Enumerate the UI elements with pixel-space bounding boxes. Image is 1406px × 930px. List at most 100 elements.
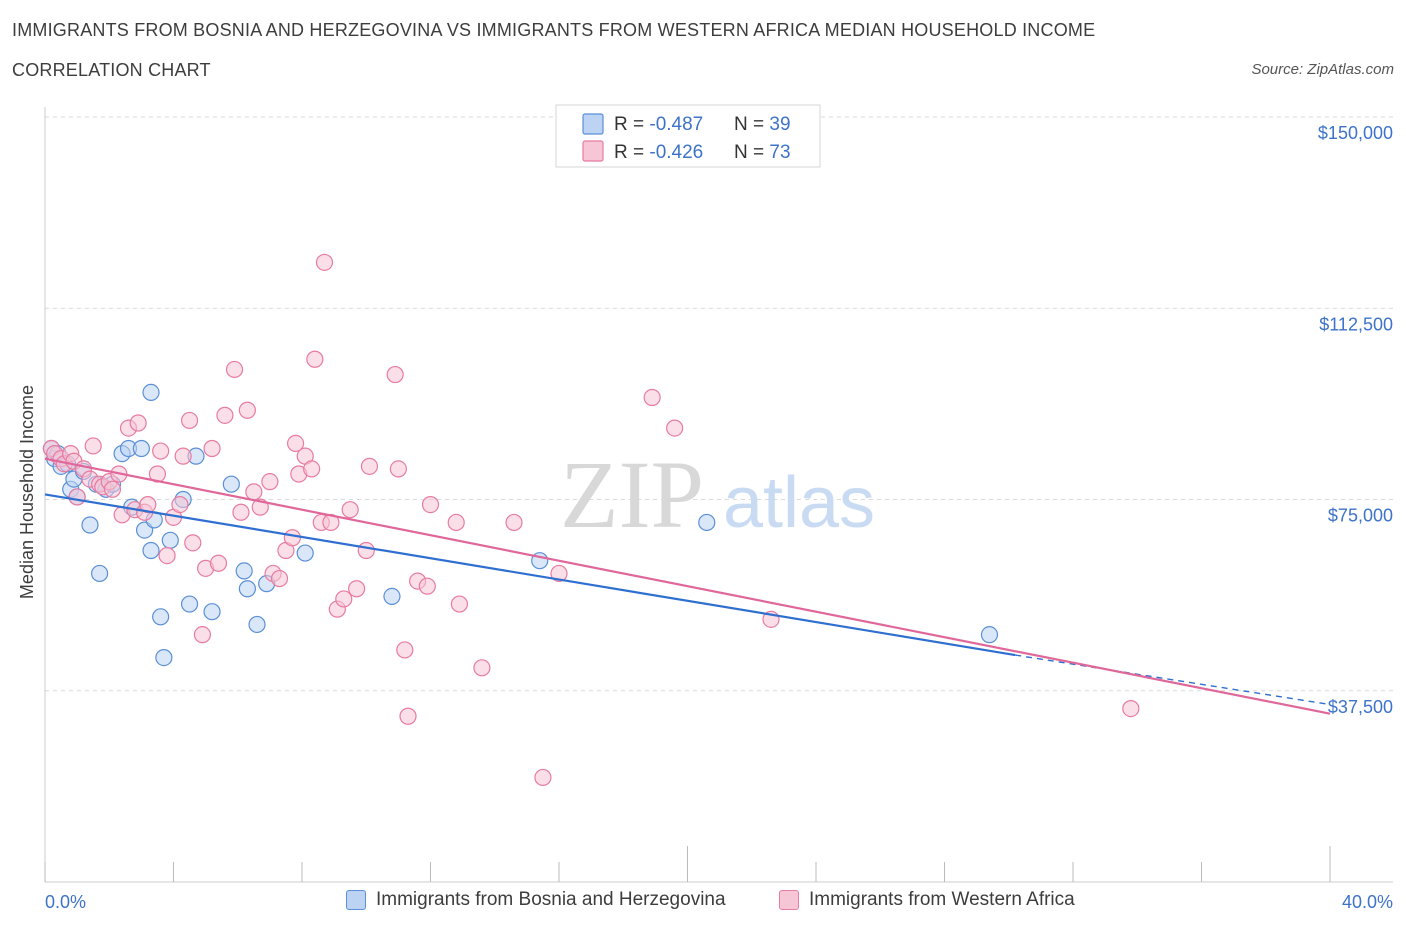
stats-n-label-blue: N =: [734, 114, 769, 135]
point-pink-26: [174, 447, 192, 465]
svg-text:R = -0.487: R = -0.487: [614, 114, 703, 135]
point-pink-29: [193, 626, 212, 644]
svg-text:N = 39: N = 39: [734, 114, 791, 135]
y-tick-label-1: $75,000: [1328, 506, 1393, 526]
trendline-pink: [44, 457, 1331, 715]
point-pink-13: [103, 480, 122, 498]
point-pink-65: [447, 513, 465, 532]
point-pink-6: [68, 488, 86, 506]
watermark-zip: ZIP: [560, 441, 704, 548]
point-pink-68: [505, 513, 523, 532]
point-pink-72: [666, 419, 684, 437]
points-layer: [42, 253, 1140, 787]
point-pink-44: [286, 434, 305, 452]
point-pink-71: [643, 388, 661, 407]
point-blue-28: [222, 475, 240, 493]
point-blue-27: [203, 603, 221, 621]
point-pink-74: [1122, 699, 1140, 718]
point-pink-69: [534, 768, 552, 787]
point-blue-31: [248, 615, 266, 634]
svg-text:R = -0.426: R = -0.426: [614, 142, 703, 163]
series-pink: [42, 253, 1140, 787]
source-label: Source: ZipAtlas.com: [1251, 61, 1394, 78]
point-blue-17: [132, 439, 150, 458]
point-blue-23: [161, 531, 179, 549]
point-pink-60: [396, 641, 414, 659]
legend-item-western-africa: Immigrants from Western Africa: [779, 889, 1075, 911]
point-pink-34: [225, 360, 244, 379]
point-pink-9: [84, 437, 102, 455]
bottom-legend: Immigrants from Bosnia and Herzegovina I…: [0, 889, 1406, 915]
point-pink-36: [238, 401, 256, 419]
stats-n-value-pink: 73: [769, 142, 790, 163]
point-pink-67: [473, 659, 491, 677]
point-blue-38: [142, 541, 160, 560]
legend-swatch-western-africa: [779, 890, 799, 910]
point-pink-55: [348, 580, 366, 598]
point-pink-28: [184, 534, 202, 552]
point-pink-64: [421, 496, 440, 514]
legend-item-bosnia: Immigrants from Bosnia and Herzegovina: [346, 889, 726, 911]
point-blue-19: [142, 383, 160, 401]
point-pink-18: [129, 414, 147, 432]
x-tick-label-min: 0.0%: [45, 892, 86, 912]
stats-r-label-pink: R =: [614, 142, 649, 163]
chart-subtitle: CORRELATION CHART: [12, 60, 211, 80]
point-pink-66: [450, 595, 469, 613]
point-pink-23: [158, 546, 176, 565]
point-pink-31: [203, 439, 221, 458]
point-blue-22: [155, 648, 173, 667]
point-pink-35: [232, 503, 250, 521]
point-blue-34: [383, 587, 401, 606]
point-blue-9: [81, 516, 99, 534]
x-tick-label-max: 40.0%: [1342, 892, 1393, 912]
stats-r-label-blue: R =: [614, 114, 649, 135]
point-pink-43: [283, 529, 301, 547]
point-pink-39: [261, 473, 279, 491]
y-axis-title: Median Household Income: [17, 385, 37, 599]
point-blue-29: [235, 562, 253, 580]
stats-legend: R = -0.487 N = 39 R = -0.426 N = 73: [555, 104, 821, 168]
point-pink-58: [386, 365, 404, 384]
y-tick-label-3: $150,000: [1318, 123, 1393, 143]
watermark-atlas: atlas: [723, 463, 875, 543]
point-pink-25: [171, 496, 189, 514]
trend-layer: [44, 457, 1331, 715]
y-tick-label-2: $112,500: [1319, 314, 1393, 334]
point-pink-61: [399, 707, 417, 725]
stats-swatch-pink: [582, 140, 604, 162]
legend-swatch-bosnia: [346, 890, 366, 910]
trendline-blue-extension: [1015, 654, 1331, 706]
point-pink-22: [152, 442, 170, 460]
point-pink-41: [270, 569, 289, 588]
point-blue-33: [296, 544, 314, 562]
legend-label-western-africa: Immigrants from Western Africa: [809, 889, 1075, 910]
point-pink-37: [245, 483, 263, 501]
point-pink-54: [341, 501, 359, 519]
stats-r-value-pink: -0.426: [649, 142, 703, 163]
point-pink-53: [335, 590, 353, 608]
point-pink-27: [180, 411, 199, 430]
point-pink-33: [216, 406, 234, 424]
point-pink-47: [303, 460, 321, 478]
point-pink-70: [550, 564, 568, 583]
point-blue-30: [238, 580, 256, 598]
point-blue-37: [980, 626, 999, 644]
stats-r-value-blue: -0.487: [649, 114, 703, 135]
watermark: ZIP atlas: [560, 441, 875, 548]
point-pink-20: [139, 496, 157, 514]
point-pink-57: [360, 457, 379, 475]
stats-n-label-pink: N =: [734, 142, 769, 163]
point-pink-48: [306, 350, 324, 368]
point-pink-32: [209, 554, 228, 572]
legend-label-bosnia: Immigrants from Bosnia and Herzegovina: [376, 889, 726, 910]
point-pink-50: [315, 253, 334, 271]
y-tick-label-0: $37,500: [1328, 697, 1393, 717]
point-pink-56: [357, 541, 375, 560]
stats-n-value-blue: 39: [769, 114, 790, 135]
point-pink-59: [389, 460, 407, 478]
point-blue-36: [698, 513, 716, 532]
point-blue-25: [180, 595, 199, 613]
chart-title: IMMIGRANTS FROM BOSNIA AND HERZEGOVINA V…: [12, 20, 1096, 40]
stats-swatch-blue: [582, 113, 604, 135]
